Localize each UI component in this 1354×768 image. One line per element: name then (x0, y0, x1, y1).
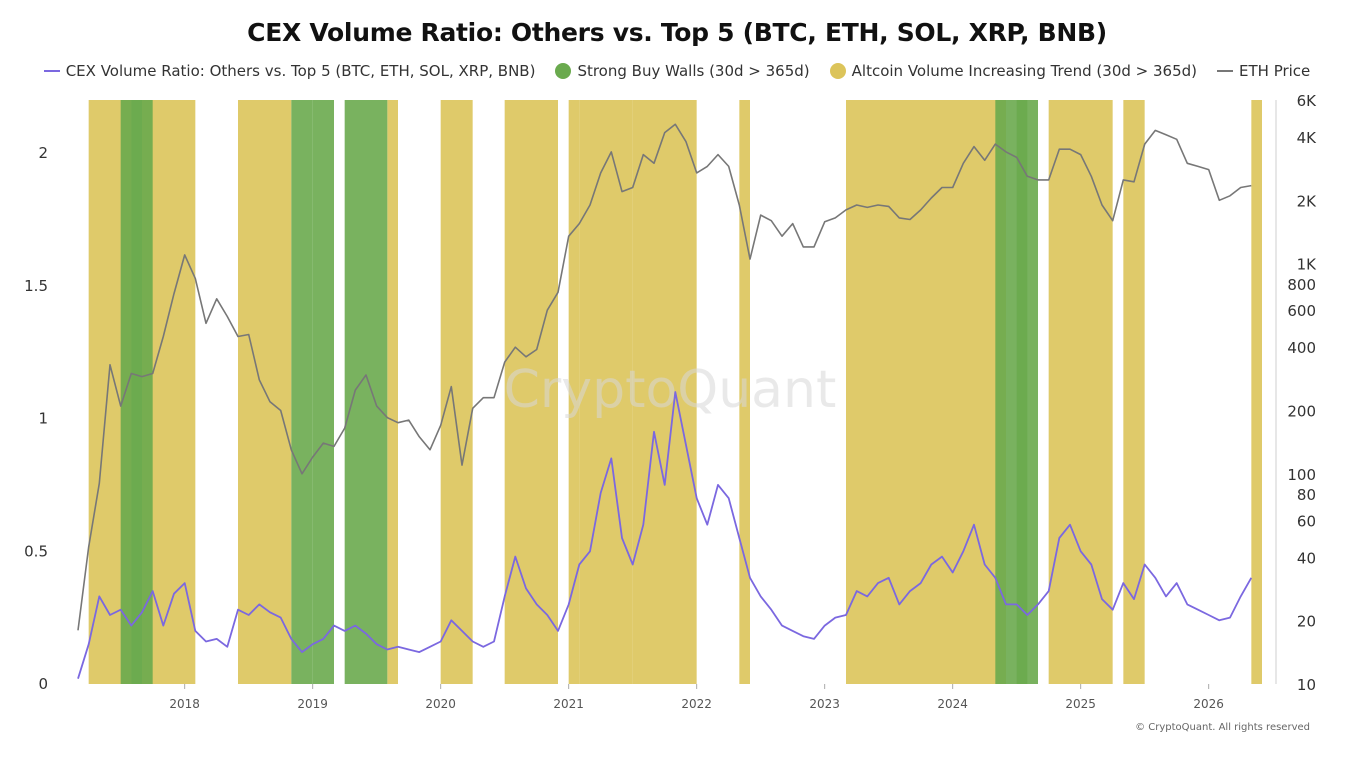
y-right-tick-label: 4K (1297, 129, 1318, 147)
altcoin-trend-region (632, 100, 697, 684)
y-right-tick-label: 60 (1297, 512, 1316, 530)
volume-ratio-line (77, 391, 1253, 679)
y-left-tick-label: 1 (38, 410, 48, 428)
altcoin-trend-region (846, 100, 1006, 684)
buy-wall-region (131, 100, 153, 684)
buy-wall-region (312, 100, 334, 684)
y-right-tick-label: 100 (1287, 466, 1316, 484)
x-tick-label: 2019 (297, 697, 328, 711)
altcoin-trend-region (440, 100, 473, 684)
chart-axes: 0 0.5 1 1.5 2 10 20 40 60 80 100 200 400 600 800 1K 2K 4K… (24, 92, 1317, 711)
chart-series (77, 123, 1253, 679)
legend-item-buy-walls[interactable]: Strong Buy Walls (30d > 365d) (555, 62, 810, 80)
altcoin-trend-region (579, 100, 633, 684)
y-left-tick-label: 2 (38, 144, 48, 162)
legend-item-altcoin-trend[interactable]: Altcoin Volume Increasing Trend (30d > 3… (829, 62, 1197, 80)
y-right-tick-label: 1K (1297, 256, 1318, 274)
x-tick-label: 2022 (681, 697, 712, 711)
legend-label-buy-walls: Strong Buy Walls (30d > 365d) (577, 62, 810, 80)
y-left-tick-label: 1.5 (24, 277, 48, 295)
x-tick-label: 2026 (1193, 697, 1224, 711)
y-right-tick-label: 200 (1287, 403, 1316, 421)
y-right-tick-label: 400 (1287, 339, 1316, 357)
copyright-notice: © CryptoQuant. All rights reserved (1135, 722, 1310, 733)
altcoin-trend-region (387, 100, 398, 684)
y-right-tick-label: 800 (1287, 276, 1316, 294)
altcoin-trend-region (1070, 100, 1102, 684)
legend-item-eth-price[interactable]: ETH Price (1217, 62, 1310, 80)
legend-label-altcoin-trend: Altcoin Volume Increasing Trend (30d > 3… (851, 62, 1197, 80)
legend-swatch-eth-price (1217, 70, 1233, 72)
buy-wall-region (344, 100, 388, 684)
x-tick-label: 2024 (937, 697, 968, 711)
x-tick-label: 2021 (553, 697, 584, 711)
legend-label-volume-ratio: CEX Volume Ratio: Others vs. Top 5 (BTC,… (65, 62, 536, 80)
x-tick-label: 2025 (1065, 697, 1096, 711)
altcoin-trend-region (1102, 100, 1113, 684)
y-right-tick-label: 600 (1287, 302, 1316, 320)
chart-title: CEX Volume Ratio: Others vs. Top 5 (BTC,… (247, 18, 1107, 47)
altcoin-trend-region (1123, 100, 1145, 684)
legend-swatch-volume-ratio (43, 70, 60, 72)
buy-wall-region (291, 100, 313, 684)
y-right-tick-label: 80 (1297, 486, 1316, 504)
legend-label-eth-price: ETH Price (1239, 62, 1311, 80)
altcoin-trend-region (739, 100, 750, 684)
y-right-tick-label: 6K (1297, 92, 1318, 110)
y-right-tick-label: 20 (1297, 613, 1316, 631)
y-right-tick-label: 40 (1297, 549, 1316, 567)
altcoin-trend-region (1048, 100, 1070, 684)
legend-item-volume-ratio[interactable]: CEX Volume Ratio: Others vs. Top 5 (BTC,… (43, 62, 536, 80)
y-right-tick-label: 10 (1297, 676, 1316, 694)
chart-legend: CEX Volume Ratio: Others vs. Top 5 (BTC,… (0, 62, 1354, 80)
x-tick-label: 2020 (425, 697, 456, 711)
eth-price-line (77, 123, 1252, 631)
buy-wall-region (1016, 100, 1038, 684)
watermark: CryptoQuant (504, 360, 837, 420)
legend-swatch-altcoin-trend (829, 63, 846, 79)
altcoin-trend-region (1251, 100, 1262, 684)
y-right-tick-label: 2K (1297, 192, 1318, 210)
x-tick-label: 2023 (809, 697, 840, 711)
x-tick-label: 2018 (169, 697, 200, 711)
y-left-tick-label: 0 (38, 675, 48, 693)
altcoin-trend-region (174, 100, 196, 684)
altcoin-trend-region (504, 100, 558, 684)
legend-swatch-buy-walls (555, 63, 572, 79)
altcoin-trend-region (568, 100, 580, 684)
y-left-tick-label: 0.5 (24, 542, 48, 560)
